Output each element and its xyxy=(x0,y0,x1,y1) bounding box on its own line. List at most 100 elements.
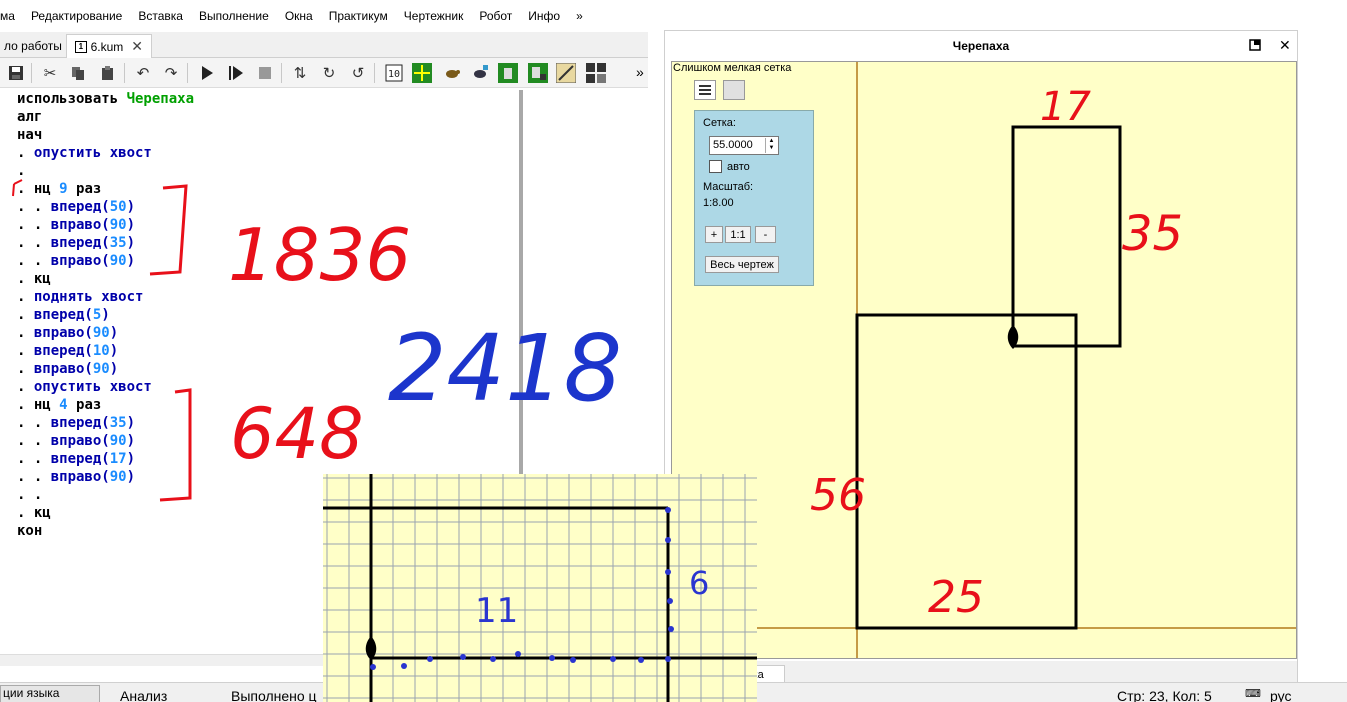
code-line[interactable]: . вперед(5) xyxy=(17,306,520,324)
tab-6-kum-label: 6.kum xyxy=(90,39,124,54)
menu-run[interactable]: Выполнение xyxy=(198,9,269,23)
code-token: 17 xyxy=(109,451,127,467)
status-tab-language[interactable]: ции языка xyxy=(0,685,100,702)
code-token: ) xyxy=(126,469,136,485)
menu-robot[interactable]: Робот xyxy=(479,9,513,23)
code-line[interactable]: . нц 4 раз xyxy=(17,396,520,414)
tab-work[interactable]: ло работы xyxy=(0,34,62,58)
code-line[interactable]: нач xyxy=(17,126,520,144)
save-icon[interactable] xyxy=(6,63,26,83)
menu-program[interactable]: ма xyxy=(0,9,15,23)
code-line[interactable]: . вперед(10) xyxy=(17,342,520,360)
draw-icon[interactable] xyxy=(556,63,576,83)
step-over-icon[interactable]: ↻ xyxy=(322,65,336,82)
code-line[interactable]: . . xyxy=(17,486,520,504)
cut-icon[interactable]: ✂ xyxy=(43,65,57,82)
code-line[interactable]: . . вперед(35) xyxy=(17,234,520,252)
editor-margin-divider[interactable] xyxy=(519,90,523,688)
code-line[interactable]: кон xyxy=(17,522,520,540)
counter-icon[interactable]: 10 xyxy=(384,63,404,83)
turtle-drawing xyxy=(672,62,1296,658)
menu-info[interactable]: Инфо xyxy=(528,9,561,23)
code-line[interactable]: . . вперед(35) xyxy=(17,414,520,432)
code-token: вперед( xyxy=(50,199,110,215)
code-line[interactable]: . . вправо(90) xyxy=(17,468,520,486)
code-token: раз xyxy=(67,397,102,413)
code-line[interactable]: . xyxy=(17,162,520,180)
robot-icon[interactable] xyxy=(498,63,518,83)
robot-alt-icon[interactable] xyxy=(528,63,548,83)
step-into-icon[interactable]: ⇅ xyxy=(293,65,307,82)
step-out-icon[interactable]: ↺ xyxy=(351,65,365,82)
menu-bar: ма Редактирование Вставка Выполнение Окн… xyxy=(0,0,1347,32)
code-line[interactable]: . вправо(90) xyxy=(17,360,520,378)
code-token: . xyxy=(17,379,34,395)
zoom-in-button[interactable]: + xyxy=(705,226,723,243)
status-executed: Выполнено ц xyxy=(231,688,317,702)
menu-more[interactable]: » xyxy=(576,9,583,23)
code-line[interactable]: . . вправо(90) xyxy=(17,252,520,270)
menu-practicum[interactable]: Практикум xyxy=(328,9,388,23)
code-line[interactable]: . . вправо(90) xyxy=(17,216,520,234)
code-line[interactable]: . опустить хвост xyxy=(17,144,520,162)
list-view-icon[interactable] xyxy=(694,80,716,100)
restore-icon[interactable] xyxy=(1249,38,1261,54)
step-run-icon[interactable] xyxy=(226,63,246,83)
close-icon[interactable]: ✕ xyxy=(131,38,143,54)
code-editor[interactable]: использовать Черепаха алг нач. опустить хв… xyxy=(0,90,520,690)
code-line[interactable]: . . вправо(90) xyxy=(17,432,520,450)
auto-checkbox[interactable] xyxy=(709,160,722,173)
toolbar-more-button[interactable]: » xyxy=(636,64,644,80)
code-token: ) xyxy=(126,217,136,233)
code-token: . xyxy=(17,361,34,377)
code-token: . xyxy=(17,343,34,359)
code-line[interactable]: . . вперед(50) xyxy=(17,198,520,216)
menu-drawer[interactable]: Чертежник xyxy=(403,9,464,23)
zoom-reset-button[interactable]: 1:1 xyxy=(725,226,751,243)
copy-icon[interactable] xyxy=(68,63,88,83)
code-token: вправо( xyxy=(33,361,93,377)
menu-edit[interactable]: Редактирование xyxy=(30,9,123,23)
grid-size-spinbox[interactable]: 55.0000 ▲ ▼ xyxy=(709,136,779,155)
code-line[interactable]: . . вперед(17) xyxy=(17,450,520,468)
code-line[interactable]: . нц 9 раз xyxy=(17,180,520,198)
code-token: раз xyxy=(67,181,102,197)
code-token: . . xyxy=(17,415,51,431)
turtle-tool-icon[interactable] xyxy=(442,63,462,83)
code-token: 50 xyxy=(109,199,127,215)
undo-icon[interactable]: ↶ xyxy=(136,65,150,82)
stop-icon[interactable] xyxy=(255,63,275,83)
turtle-title-text: Черепаха xyxy=(952,39,1010,53)
tab-work-label: ло работы xyxy=(4,39,62,53)
code-token: . нц xyxy=(17,397,60,413)
table-icon[interactable] xyxy=(586,63,606,83)
code-token: 90 xyxy=(109,433,127,449)
menu-insert[interactable]: Вставка xyxy=(138,9,183,23)
code-token: вправо( xyxy=(33,325,93,341)
fit-drawing-button[interactable]: Весь чертеж xyxy=(705,256,779,273)
code-line[interactable]: . вправо(90) xyxy=(17,324,520,342)
code-line[interactable]: использовать Черепаха xyxy=(17,90,520,108)
code-token: ) xyxy=(109,343,119,359)
redo-icon[interactable]: ↷ xyxy=(164,65,178,82)
code-line[interactable]: . поднять хвост xyxy=(17,288,520,306)
run-icon[interactable] xyxy=(197,63,217,83)
tab-6-kum[interactable]: 1 6.kum ✕ xyxy=(66,34,152,58)
code-token: 35 xyxy=(109,235,127,251)
turtle-alt-icon[interactable] xyxy=(470,63,490,83)
paste-icon[interactable] xyxy=(98,63,118,83)
zoom-out-button[interactable]: - xyxy=(755,226,776,243)
code-line[interactable]: . опустить хвост xyxy=(17,378,520,396)
turtle-canvas[interactable]: Слишком мелкая сетка Сетка: 55.0000 ▲ ▼ а… xyxy=(671,61,1297,659)
code-line[interactable]: алг xyxy=(17,108,520,126)
code-token: . xyxy=(17,289,34,305)
menu-windows[interactable]: Окна xyxy=(284,9,313,23)
grid-tool-icon[interactable] xyxy=(412,63,432,83)
spin-arrows-icon[interactable]: ▲ ▼ xyxy=(765,138,777,153)
close-icon[interactable]: ✕ xyxy=(1279,37,1291,53)
code-line[interactable]: . кц xyxy=(17,270,520,288)
code-token: вперед( xyxy=(33,343,93,359)
code-line[interactable]: . кц xyxy=(17,504,520,522)
code-token: ) xyxy=(126,253,136,269)
blank-view-icon[interactable] xyxy=(723,80,745,100)
